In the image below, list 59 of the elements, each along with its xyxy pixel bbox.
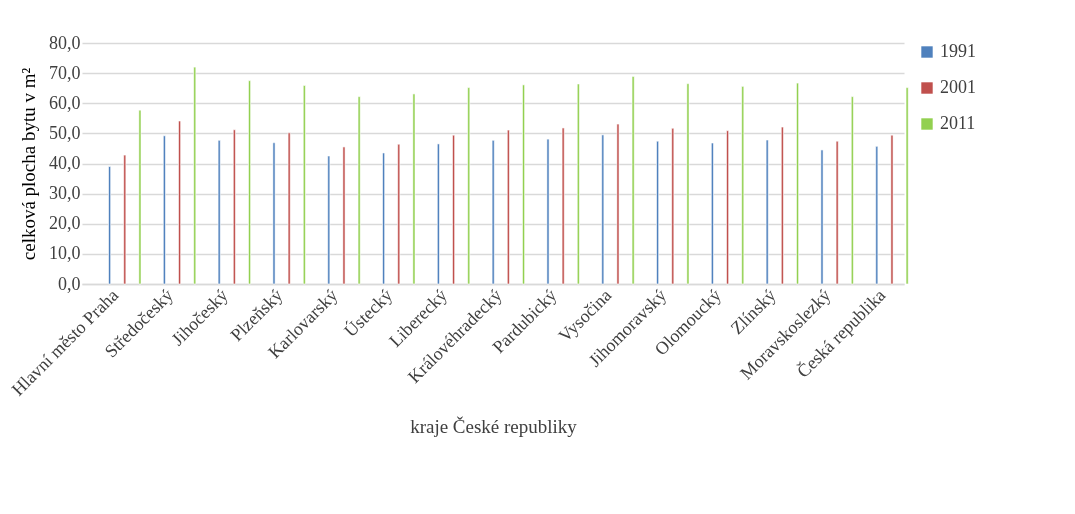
bar: [616, 123, 620, 285]
bar: [272, 142, 276, 285]
bar: [397, 143, 401, 285]
bar: [686, 83, 690, 285]
bar: [765, 139, 769, 285]
bar: [905, 87, 909, 285]
bar: [726, 130, 729, 285]
bar: [780, 126, 784, 285]
y-tick-label: 50,0: [49, 122, 81, 143]
bar: [287, 132, 291, 285]
bar: [561, 127, 565, 285]
bar: [248, 80, 251, 285]
bar: [491, 140, 495, 285]
bar: [875, 146, 879, 285]
bar: [232, 129, 236, 285]
bar: [412, 93, 416, 285]
bar: [178, 120, 181, 285]
y-axis-title: celková plocha bytu v m²: [18, 67, 39, 261]
y-tick-label: 40,0: [49, 153, 81, 173]
bar: [437, 143, 440, 285]
bar: [631, 76, 635, 285]
bar: [601, 134, 605, 285]
y-tick-label: 0,0: [58, 273, 81, 294]
bar: [796, 82, 799, 285]
bar: [576, 83, 580, 285]
bar: [217, 140, 221, 285]
bar: [193, 66, 197, 285]
legend-label: 1991: [940, 41, 976, 61]
bar: [452, 134, 455, 285]
y-tick-label: 10,0: [49, 243, 81, 264]
bar: [850, 96, 854, 285]
bar: [467, 87, 471, 285]
x-axis-title: kraje České republiky: [410, 415, 578, 437]
y-tick-label: 70,0: [49, 62, 81, 83]
bar: [835, 140, 839, 285]
bar: [138, 109, 142, 285]
bar: [711, 142, 714, 285]
bar: [741, 86, 745, 285]
y-tick-label: 30,0: [49, 183, 81, 204]
y-tick-label: 60,0: [49, 92, 81, 113]
bar: [382, 152, 385, 285]
bar: [671, 127, 675, 285]
bar: [546, 138, 550, 285]
bar: [357, 96, 361, 285]
legend-label: 2011: [940, 113, 976, 133]
bar: [820, 149, 824, 285]
bar: [342, 146, 346, 285]
bar: [890, 134, 894, 285]
bar: [522, 84, 525, 285]
y-tick-label: 20,0: [49, 213, 81, 234]
bar: [123, 154, 127, 285]
bar: [506, 129, 510, 285]
bar: [656, 140, 659, 285]
bar: [163, 135, 166, 285]
bar: [108, 166, 111, 285]
y-tick-label: 80,0: [49, 32, 81, 53]
legend-label: 2001: [940, 77, 976, 97]
bar: [302, 85, 306, 285]
bar: [327, 155, 331, 285]
